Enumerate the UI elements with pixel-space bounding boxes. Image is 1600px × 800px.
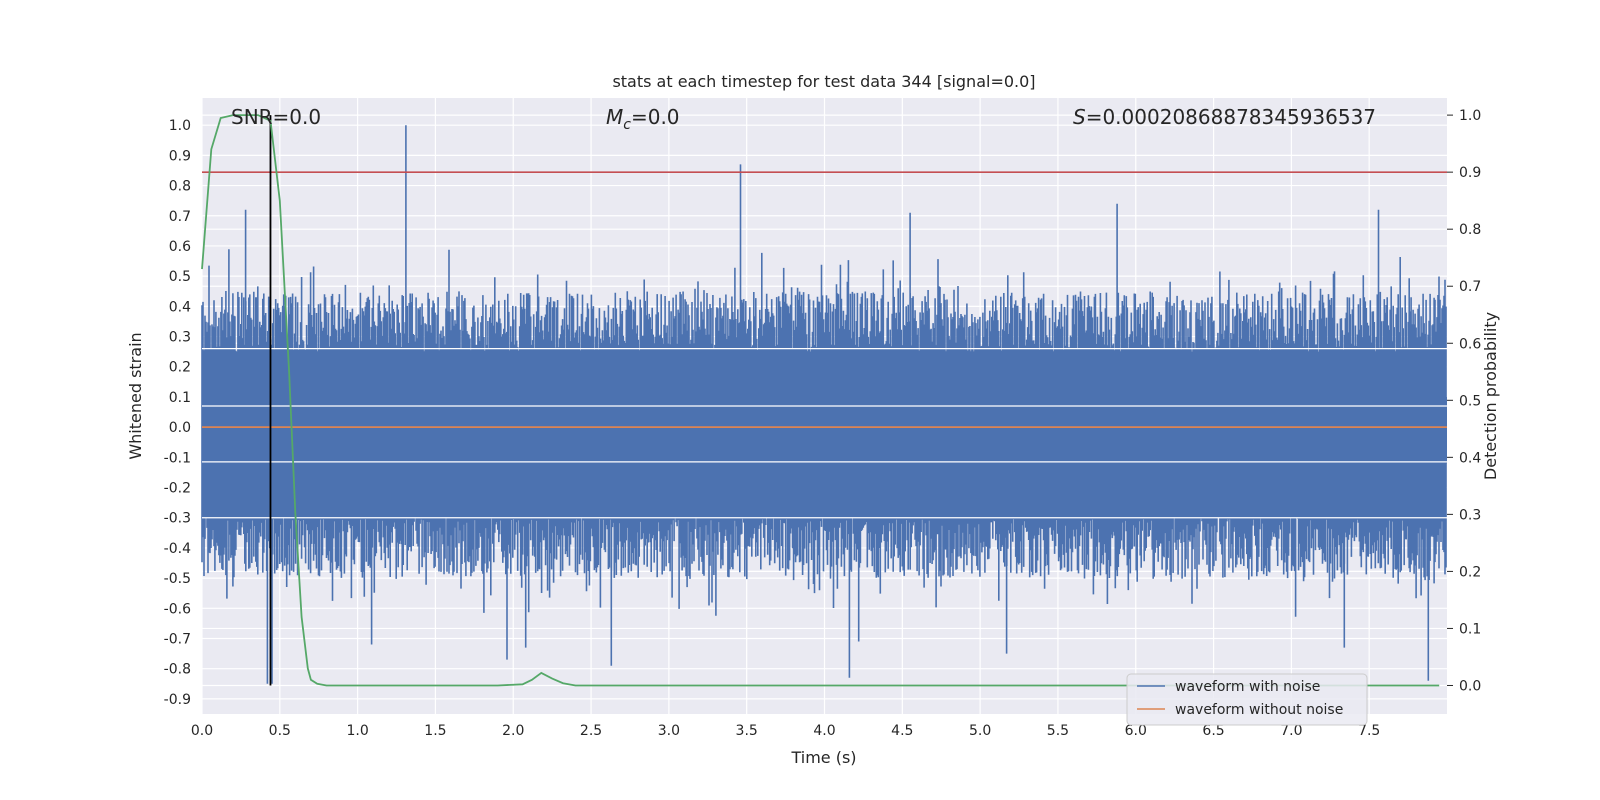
x-tick-label: 6.0 bbox=[1125, 723, 1147, 739]
y-right-tick-label: 0.7 bbox=[1459, 279, 1481, 295]
y-right-tick-label: 0.0 bbox=[1459, 678, 1481, 694]
chirp-mass-value: =0.0 bbox=[631, 105, 680, 129]
y-tick-label: 0.1 bbox=[169, 390, 191, 406]
x-tick-label: 3.5 bbox=[736, 723, 758, 739]
y-tick-label: -0.8 bbox=[164, 662, 191, 678]
y-right-tick-label: 0.6 bbox=[1459, 336, 1481, 352]
y-tick-label: 0.5 bbox=[169, 269, 191, 285]
overlay-lines bbox=[201, 114, 1447, 687]
chart-title: stats at each timestep for test data 344… bbox=[612, 72, 1035, 91]
legend-label-clean: waveform without noise bbox=[1175, 702, 1343, 718]
y-right-tick-label: 0.1 bbox=[1459, 621, 1481, 637]
y-tick-label: 0.3 bbox=[169, 330, 191, 346]
x-tick-label: 1.0 bbox=[346, 723, 368, 739]
y-right-tick-label: 0.3 bbox=[1459, 507, 1481, 523]
score-annotation: S=0.00020868878345936537 bbox=[1073, 105, 1376, 129]
y-tick-label: 1.0 bbox=[169, 118, 191, 134]
legend-label-noise: waveform with noise bbox=[1175, 679, 1320, 695]
chirp-mass-subscript: c bbox=[623, 117, 631, 133]
x-axis-label: Time (s) bbox=[790, 748, 856, 767]
detection-probability-line bbox=[201, 114, 1440, 687]
x-tick-label: 4.0 bbox=[813, 723, 835, 739]
y-tick-label: -0.4 bbox=[164, 541, 191, 557]
legend-box bbox=[1126, 673, 1368, 726]
y-tick-label: -0.3 bbox=[164, 511, 191, 527]
x-tick-label: 7.0 bbox=[1280, 723, 1302, 739]
axis-ticks: 0.0 0.5 1.0 1.5 2.0 2.5 3.0 3.5 4.0 4.5 5.0 5.5 6.0 6… bbox=[164, 108, 1482, 739]
x-tick-label: 2.5 bbox=[580, 723, 602, 739]
y-axis-right-label: Detection probability bbox=[1481, 312, 1500, 480]
x-tick-label: 7.5 bbox=[1358, 723, 1380, 739]
y-tick-label: 0.6 bbox=[169, 239, 191, 255]
x-tick-label: 1.5 bbox=[424, 723, 446, 739]
score-symbol: S bbox=[1073, 105, 1086, 129]
x-tick-label: 5.5 bbox=[1047, 723, 1069, 739]
x-tick-label: 0.0 bbox=[191, 723, 213, 739]
y-right-tick-label: 0.5 bbox=[1459, 393, 1481, 409]
reference-lines bbox=[202, 348, 1447, 519]
y-tick-label: -0.6 bbox=[164, 601, 191, 617]
x-tick-label: 0.5 bbox=[269, 723, 291, 739]
y-tick-label: 0.9 bbox=[169, 148, 191, 164]
x-tick-label: 5.0 bbox=[969, 723, 991, 739]
y-axis-label: Whitened strain bbox=[126, 332, 145, 459]
x-tick-label: 3.0 bbox=[658, 723, 680, 739]
y-right-tick-label: 0.9 bbox=[1459, 165, 1481, 181]
y-tick-label: 0.2 bbox=[169, 360, 191, 376]
noise-waveform-core bbox=[202, 396, 1447, 464]
y-tick-label: -0.9 bbox=[164, 692, 191, 708]
score-value: =0.00020868878345936537 bbox=[1086, 105, 1376, 129]
y-tick-label: -0.7 bbox=[164, 632, 191, 648]
snr-annotation: SNR=0.0 bbox=[231, 105, 321, 129]
y-tick-label: 0.7 bbox=[169, 209, 191, 225]
y-tick-label: 0.4 bbox=[169, 299, 191, 315]
y-tick-label: -0.5 bbox=[164, 571, 191, 587]
y-right-tick-label: 0.8 bbox=[1459, 222, 1481, 238]
series-waveform-with-noise bbox=[201, 125, 1447, 684]
y-right-tick-label: 1.0 bbox=[1459, 108, 1481, 124]
y-tick-label: -0.1 bbox=[164, 450, 191, 466]
chirp-mass-annotation: Mc=0.0 bbox=[606, 105, 680, 133]
x-tick-label: 2.0 bbox=[502, 723, 524, 739]
x-tick-label: 6.5 bbox=[1202, 723, 1224, 739]
y-right-tick-label: 0.2 bbox=[1459, 564, 1481, 580]
chirp-mass-symbol: M bbox=[606, 105, 623, 129]
y-tick-label: -0.2 bbox=[164, 481, 191, 497]
y-right-tick-label: 0.4 bbox=[1459, 450, 1481, 466]
y-tick-label: 0.8 bbox=[169, 179, 191, 195]
legend: waveform with noise waveform without noi… bbox=[1126, 673, 1368, 726]
x-tick-label: 4.5 bbox=[891, 723, 913, 739]
y-tick-label: 0.0 bbox=[169, 420, 191, 436]
